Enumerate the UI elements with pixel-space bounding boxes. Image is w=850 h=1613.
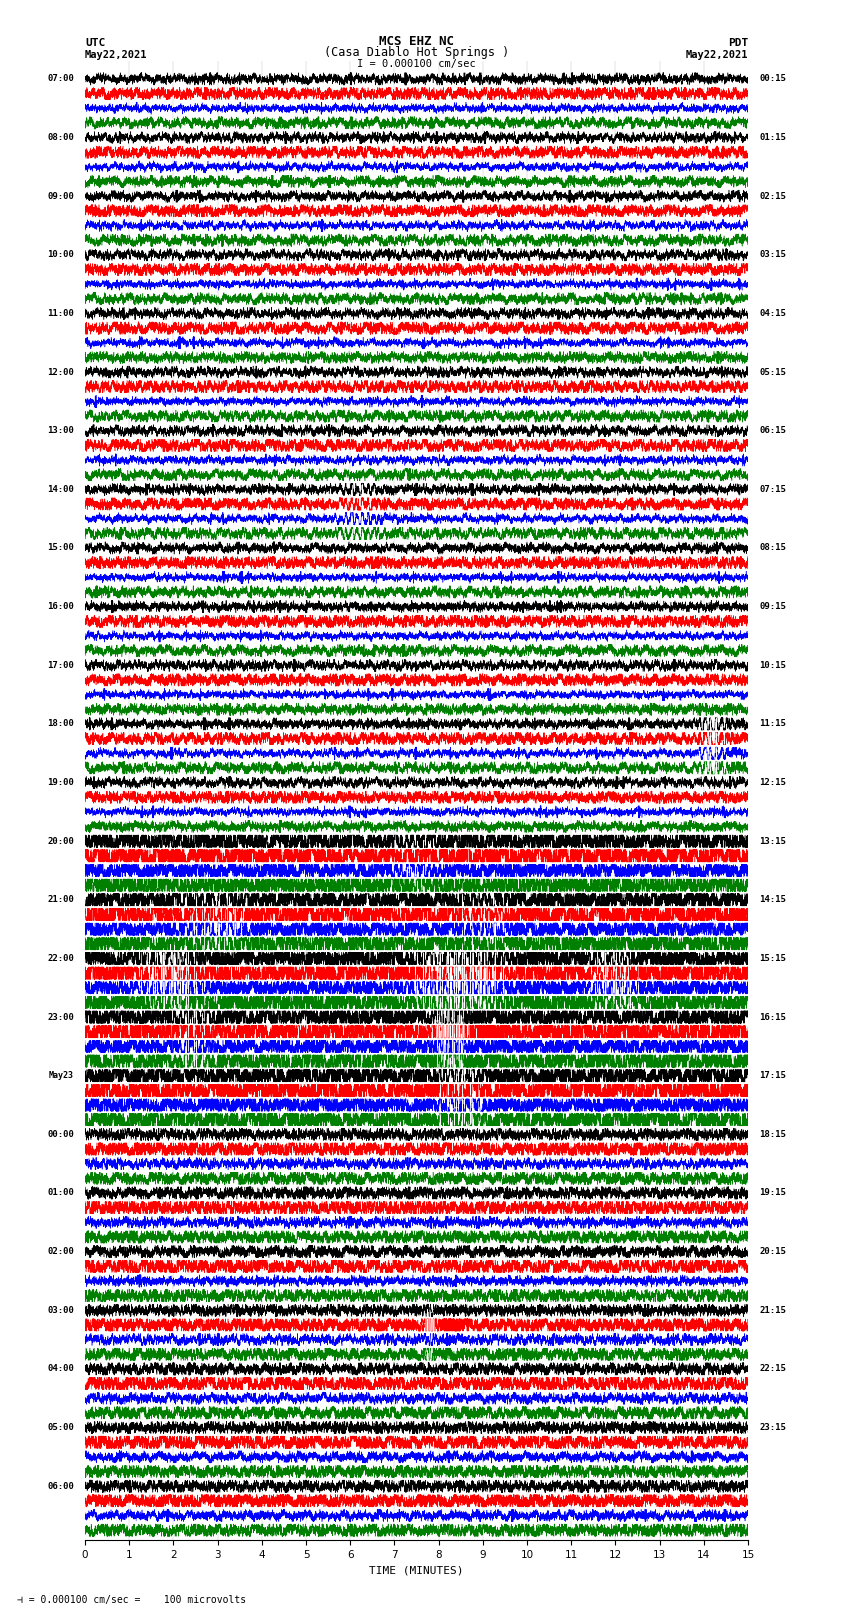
Text: 12:00: 12:00 xyxy=(47,368,74,376)
Text: 06:00: 06:00 xyxy=(47,1482,74,1490)
Text: (Casa Diablo Hot Springs ): (Casa Diablo Hot Springs ) xyxy=(324,45,509,58)
Text: 01:15: 01:15 xyxy=(759,132,786,142)
Text: PDT: PDT xyxy=(728,37,748,47)
Text: 09:15: 09:15 xyxy=(759,602,786,611)
Text: 13:15: 13:15 xyxy=(759,837,786,845)
Text: 05:15: 05:15 xyxy=(759,368,786,376)
Text: 02:00: 02:00 xyxy=(47,1247,74,1257)
Text: 21:15: 21:15 xyxy=(759,1307,786,1315)
Text: 13:00: 13:00 xyxy=(47,426,74,436)
Text: 18:15: 18:15 xyxy=(759,1129,786,1139)
Text: 17:15: 17:15 xyxy=(759,1071,786,1081)
Text: 21:00: 21:00 xyxy=(47,895,74,905)
Text: 23:00: 23:00 xyxy=(47,1013,74,1021)
Text: 07:15: 07:15 xyxy=(759,486,786,494)
Text: 02:15: 02:15 xyxy=(759,192,786,200)
Text: 14:15: 14:15 xyxy=(759,895,786,905)
Text: 10:00: 10:00 xyxy=(47,250,74,260)
Text: 11:15: 11:15 xyxy=(759,719,786,729)
Text: 01:00: 01:00 xyxy=(47,1189,74,1197)
Text: 05:00: 05:00 xyxy=(47,1423,74,1432)
Text: May22,2021: May22,2021 xyxy=(85,50,148,60)
Text: 00:15: 00:15 xyxy=(759,74,786,84)
Text: 03:15: 03:15 xyxy=(759,250,786,260)
Text: 04:15: 04:15 xyxy=(759,310,786,318)
Text: 23:15: 23:15 xyxy=(759,1423,786,1432)
Text: 22:15: 22:15 xyxy=(759,1365,786,1373)
Text: 06:15: 06:15 xyxy=(759,426,786,436)
Text: 15:15: 15:15 xyxy=(759,953,786,963)
Text: 19:15: 19:15 xyxy=(759,1189,786,1197)
Text: 20:15: 20:15 xyxy=(759,1247,786,1257)
X-axis label: TIME (MINUTES): TIME (MINUTES) xyxy=(369,1566,464,1576)
Text: 09:00: 09:00 xyxy=(47,192,74,200)
Text: 18:00: 18:00 xyxy=(47,719,74,729)
Text: 16:00: 16:00 xyxy=(47,602,74,611)
Text: 12:15: 12:15 xyxy=(759,777,786,787)
Text: 04:00: 04:00 xyxy=(47,1365,74,1373)
Text: 08:00: 08:00 xyxy=(47,132,74,142)
Text: 11:00: 11:00 xyxy=(47,310,74,318)
Text: 10:15: 10:15 xyxy=(759,661,786,669)
Text: I = 0.000100 cm/sec: I = 0.000100 cm/sec xyxy=(357,60,476,69)
Text: 07:00: 07:00 xyxy=(47,74,74,84)
Text: UTC: UTC xyxy=(85,37,105,47)
Text: May23: May23 xyxy=(49,1071,74,1081)
Text: 16:15: 16:15 xyxy=(759,1013,786,1021)
Text: 19:00: 19:00 xyxy=(47,777,74,787)
Text: 08:15: 08:15 xyxy=(759,544,786,553)
Text: 22:00: 22:00 xyxy=(47,953,74,963)
Text: 20:00: 20:00 xyxy=(47,837,74,845)
Text: ⊣ = 0.000100 cm/sec =    100 microvolts: ⊣ = 0.000100 cm/sec = 100 microvolts xyxy=(17,1595,246,1605)
Text: MCS EHZ NC: MCS EHZ NC xyxy=(379,34,454,47)
Text: 17:00: 17:00 xyxy=(47,661,74,669)
Text: May22,2021: May22,2021 xyxy=(685,50,748,60)
Text: 15:00: 15:00 xyxy=(47,544,74,553)
Text: 03:00: 03:00 xyxy=(47,1307,74,1315)
Text: 14:00: 14:00 xyxy=(47,486,74,494)
Text: 00:00: 00:00 xyxy=(47,1129,74,1139)
